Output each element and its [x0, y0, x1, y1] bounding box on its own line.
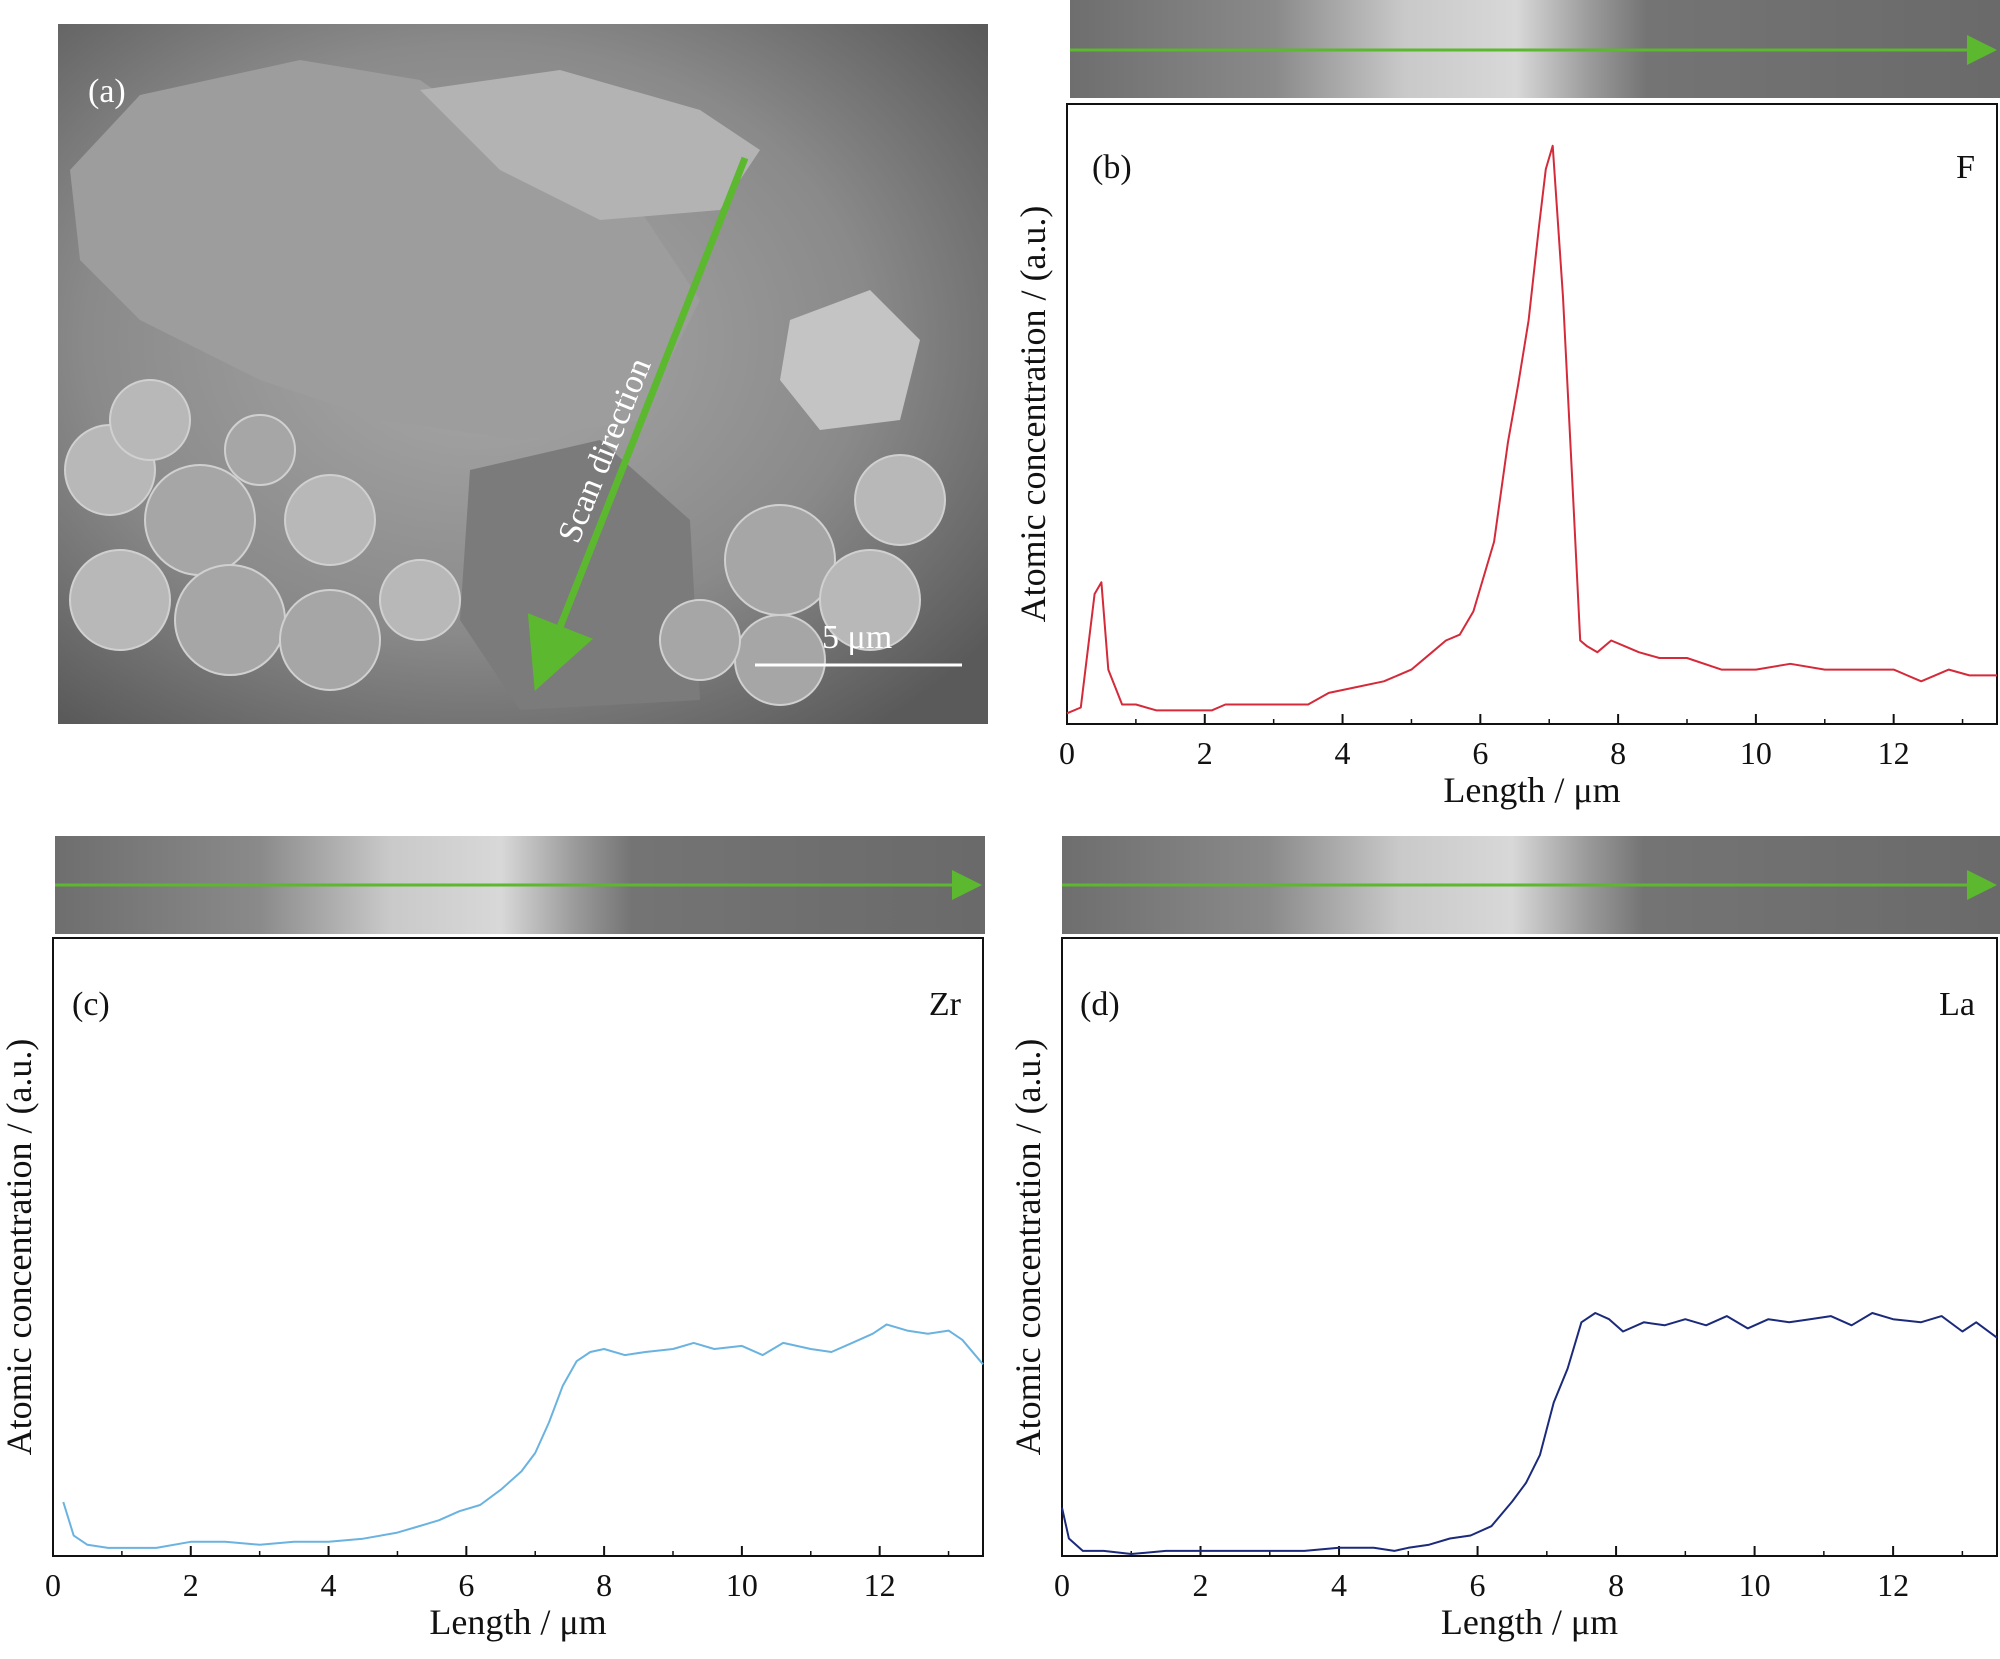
x-tick-label: 6 [458, 1567, 474, 1603]
sem-grain [69, 549, 171, 651]
x-tick-label: 2 [1193, 1567, 1209, 1603]
plot-frame [1061, 937, 1998, 1557]
sem-crystal-cluster [420, 70, 760, 220]
x-axis-label: Length / μm [429, 1602, 606, 1642]
x-tick-label: 0 [1054, 1567, 1070, 1603]
sem-grain [734, 614, 826, 706]
sem-grain [279, 589, 381, 691]
y-axis-label: Atomic concentration / (a.u.) [1008, 1039, 1048, 1456]
sem-grain [854, 454, 946, 546]
y-axis-label: Atomic concentration / (a.u.) [1013, 206, 1053, 623]
sem-grain [819, 549, 921, 651]
x-tick-label: 4 [1331, 1567, 1347, 1603]
x-tick-label: 2 [1197, 735, 1213, 771]
element-label: La [1939, 986, 1975, 1023]
sem-grain [724, 504, 836, 616]
x-tick-label: 8 [1608, 1567, 1624, 1603]
series-line-la [1061, 1312, 1998, 1555]
sem-grain [174, 564, 286, 676]
sem-grain [284, 474, 376, 566]
x-tick-label: 2 [183, 1567, 199, 1603]
x-tick-label: 10 [726, 1567, 758, 1603]
chart-panel-d: 0 2 4 6 8 10 12 Length / μm Atomic concentration… [1008, 937, 1998, 1642]
scan-strip-c [55, 836, 985, 934]
x-tick-label: 4 [1335, 735, 1351, 771]
chart-panel-c: 0 2 4 6 8 10 12 Length / μm Atomic concentration… [0, 937, 984, 1642]
x-tick-label: 6 [1470, 1567, 1486, 1603]
plot-frame [52, 937, 984, 1557]
y-axis-label: Atomic concentration / (a.u.) [0, 1039, 39, 1456]
sem-grain-field [64, 379, 946, 706]
series-line-f [1066, 144, 1997, 715]
sem-grain [109, 379, 191, 461]
x-tick-label: 0 [45, 1567, 61, 1603]
x-axis-label: Length / μm [1443, 770, 1620, 810]
sem-grain [659, 599, 741, 681]
scan-strip-b [1070, 0, 2000, 98]
panel-label: (c) [72, 986, 110, 1023]
scan-direction-arrow [527, 156, 749, 692]
x-tick-label: 12 [864, 1567, 896, 1603]
panel-label: (b) [1092, 149, 1132, 186]
sem-image-panel: (a) Scan direction 5 μm [58, 24, 988, 724]
element-label: F [1956, 149, 1975, 186]
sem-grain [224, 414, 296, 486]
sem-grain [379, 559, 461, 641]
chart-panel-b: 0 2 4 6 8 10 12 Length / μm Atomic concentration… [1013, 103, 1998, 810]
x-tick-label: 8 [596, 1567, 612, 1603]
x-axis-label: Length / μm [1441, 1602, 1618, 1642]
element-label: Zr [929, 986, 962, 1023]
series-line-zr [62, 1323, 984, 1549]
x-tick-label: 10 [1739, 1567, 1771, 1603]
x-tick-label: 10 [1740, 735, 1772, 771]
scan-strip-d [1062, 836, 2000, 934]
plot-frame [1066, 103, 1998, 725]
x-tick-label: 12 [1878, 735, 1910, 771]
x-tick-label: 6 [1472, 735, 1488, 771]
sem-grain [144, 464, 256, 576]
x-tick-label: 0 [1059, 735, 1075, 771]
sem-large-grain [70, 60, 700, 440]
sem-bright-grain [780, 290, 920, 430]
x-tick-label: 12 [1877, 1567, 1909, 1603]
scale-bar-label: 5 μm [822, 619, 892, 656]
panel-a-label: (a) [88, 73, 126, 110]
panel-label: (d) [1080, 986, 1120, 1023]
x-tick-label: 4 [321, 1567, 337, 1603]
x-tick-label: 8 [1610, 735, 1626, 771]
